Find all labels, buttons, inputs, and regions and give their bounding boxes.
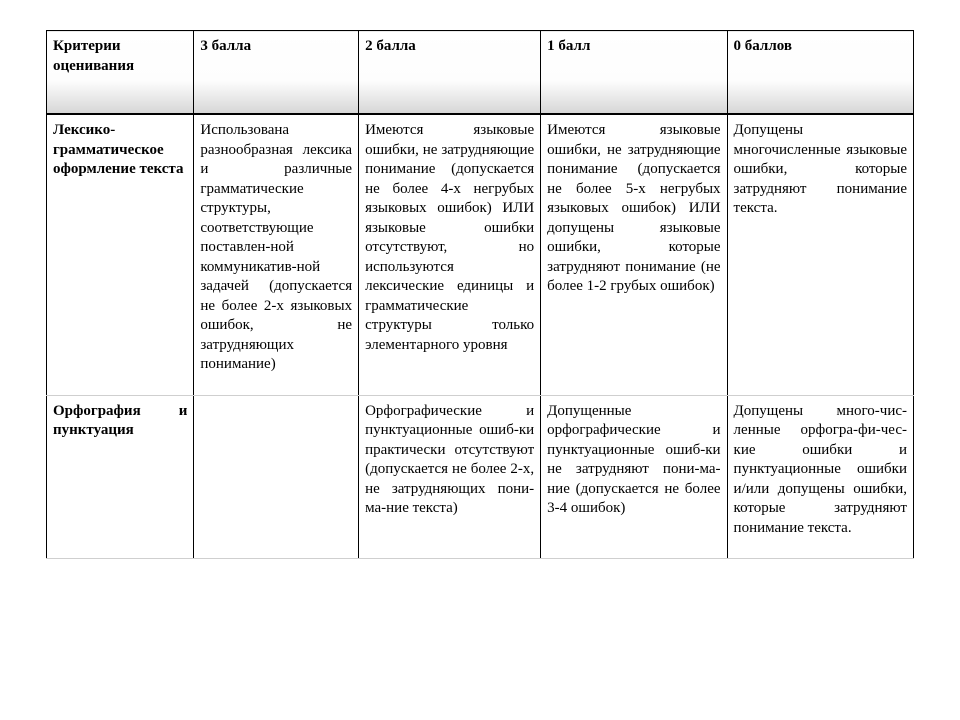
table-row: Лексико-грамматическое оформление текста… [47, 114, 914, 395]
row-label: Орфография и пунктуация [47, 395, 194, 559]
cell: Допущены многочисленные языковые ошибки,… [727, 114, 913, 395]
col-header-criteria: Критерии оценивания [47, 31, 194, 115]
table-row: Орфография и пунктуация Орфографические … [47, 395, 914, 559]
cell: Допущенные орфографические и пунктуацион… [541, 395, 727, 559]
col-header-3: 3 балла [194, 31, 359, 115]
col-header-0: 0 баллов [727, 31, 913, 115]
col-header-2: 2 балла [359, 31, 541, 115]
cell [194, 395, 359, 559]
page: Критерии оценивания 3 балла 2 балла 1 ба… [0, 0, 960, 559]
row-label: Лексико-грамматическое оформление текста [47, 114, 194, 395]
col-header-1: 1 балл [541, 31, 727, 115]
rubric-table: Критерии оценивания 3 балла 2 балла 1 ба… [46, 30, 914, 559]
cell: Имеются языковые ошибки, не затрудняющие… [359, 114, 541, 395]
cell: Использована разнообразная лексика и раз… [194, 114, 359, 395]
cell: Допущены много-чис-ленные орфогра-фи-чес… [727, 395, 913, 559]
table-header: Критерии оценивания 3 балла 2 балла 1 ба… [47, 31, 914, 115]
cell: Орфографические и пунктуационные ошиб-ки… [359, 395, 541, 559]
cell: Имеются языковые ошибки, не затрудняющие… [541, 114, 727, 395]
